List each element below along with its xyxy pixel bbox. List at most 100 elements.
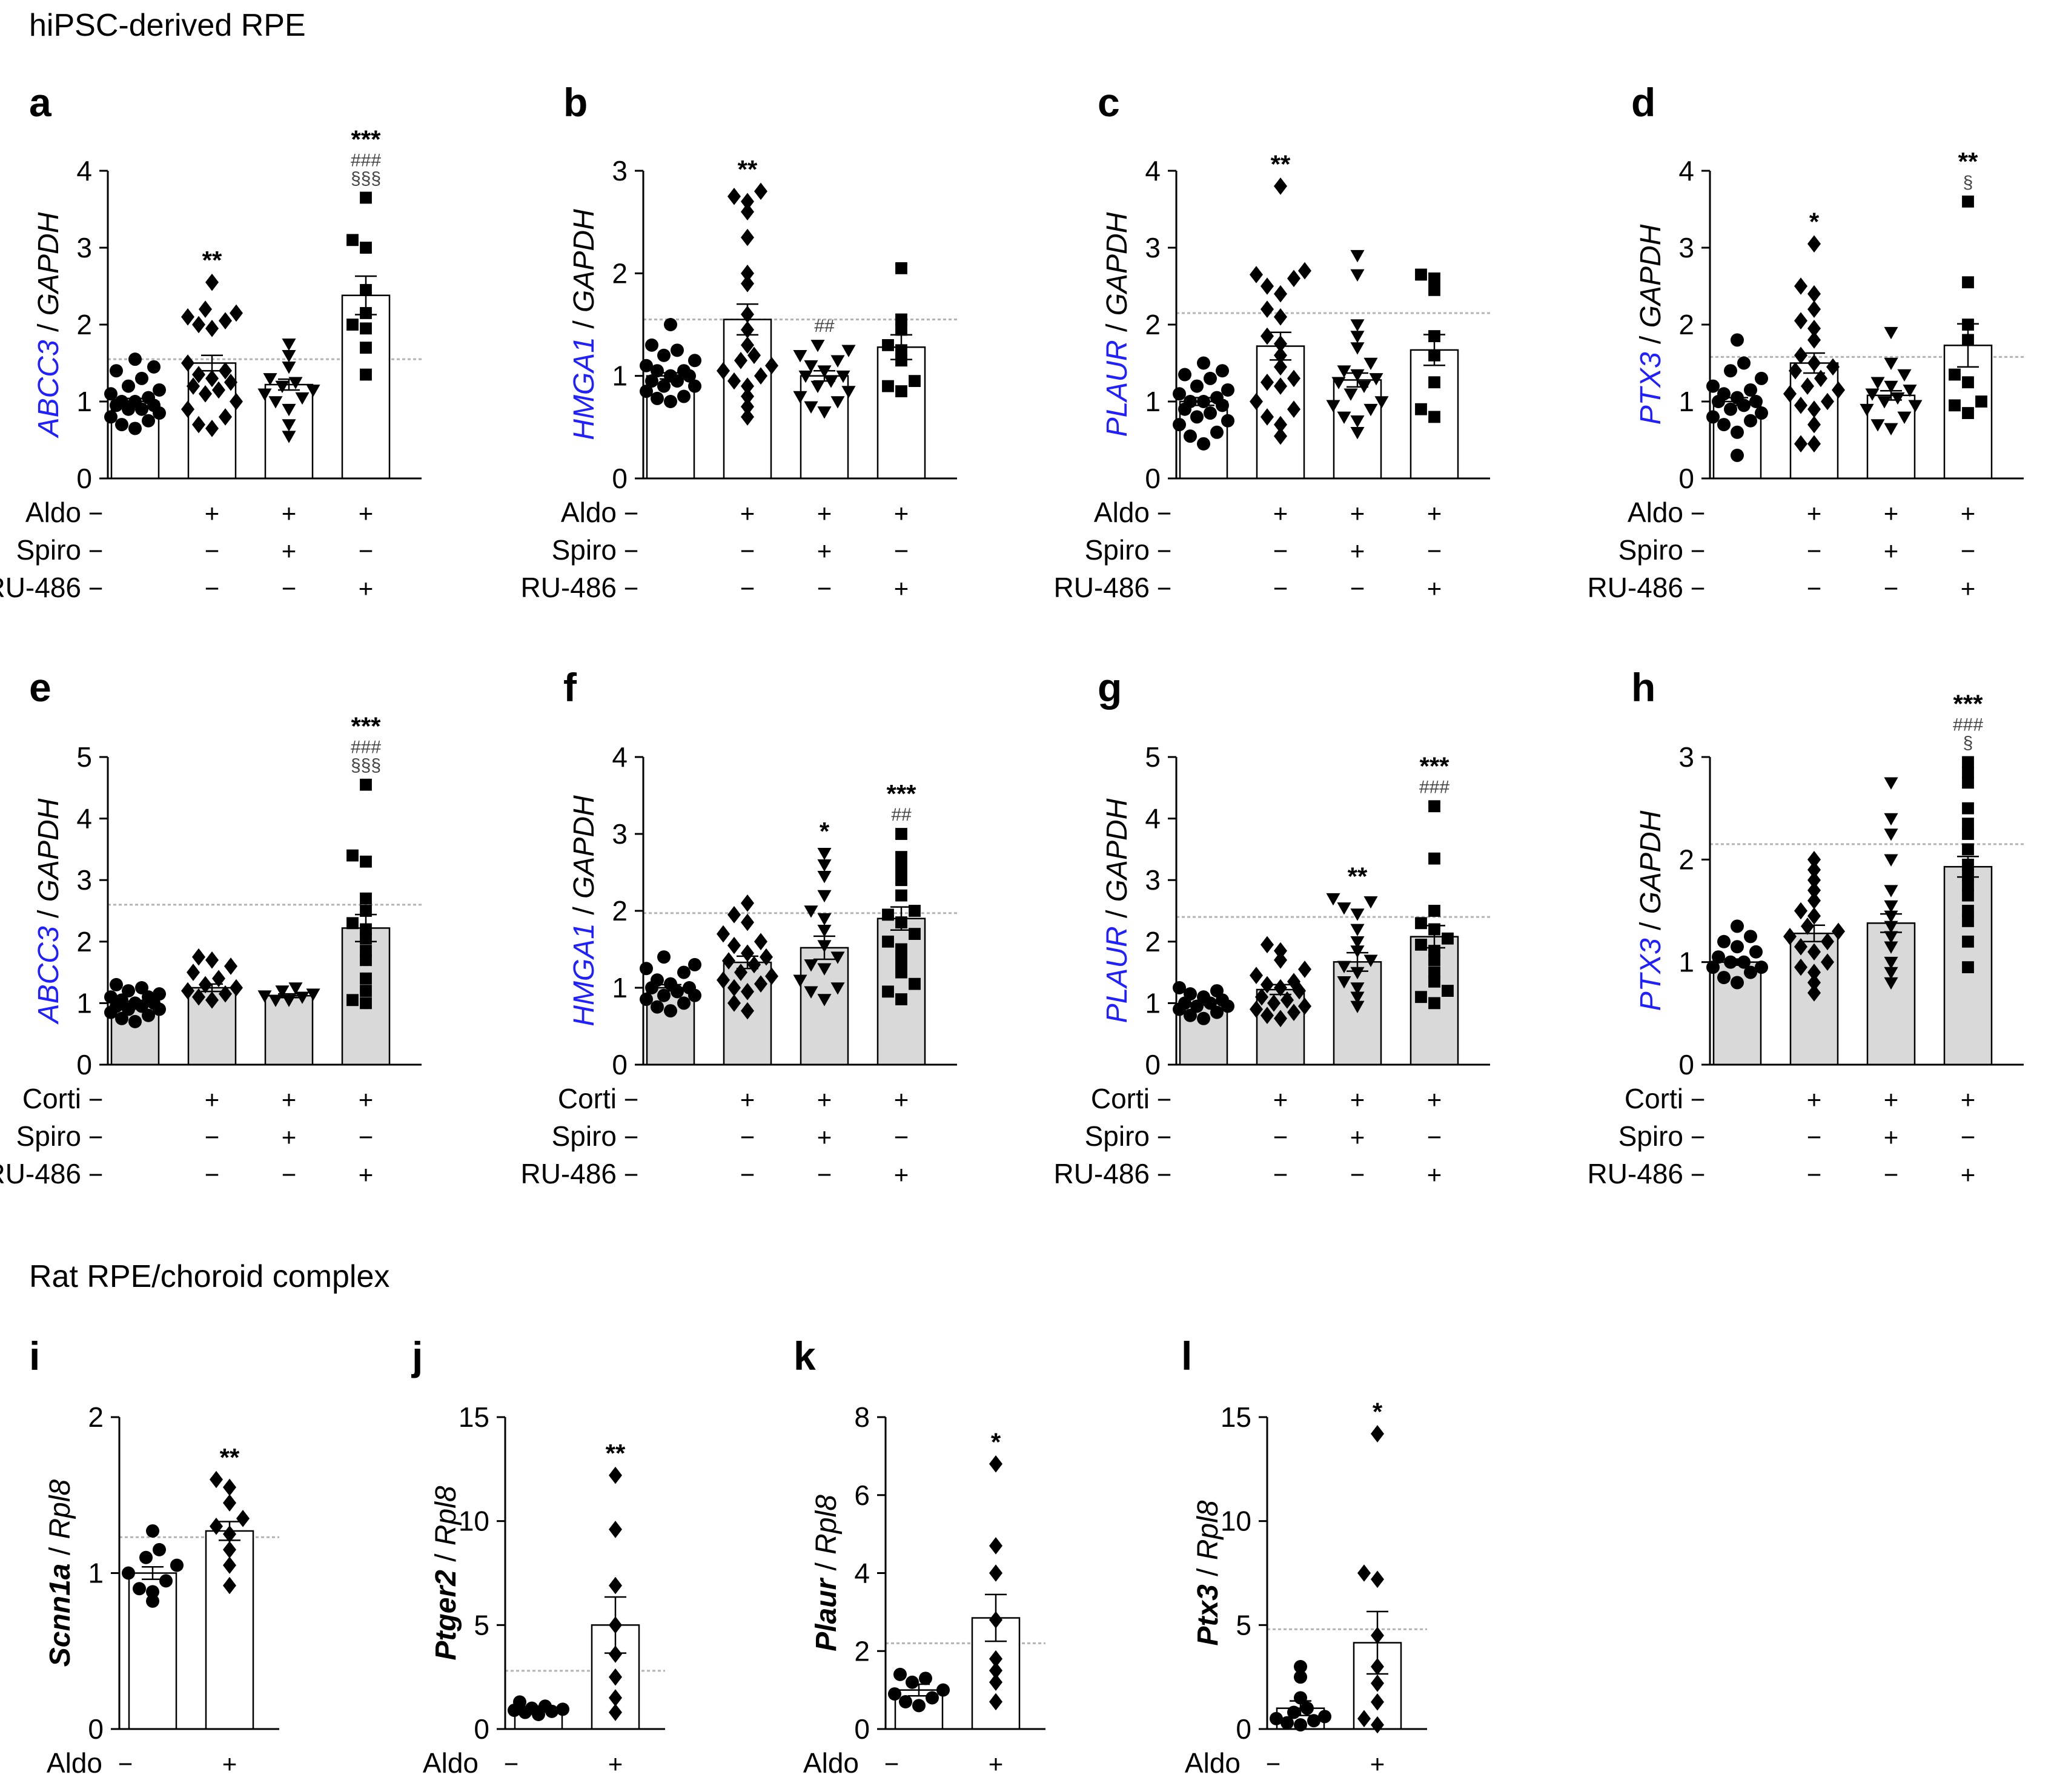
significance-stars: ***	[1953, 689, 1983, 718]
condition-minus: −	[624, 537, 639, 565]
data-point	[888, 1687, 901, 1701]
significance-stars: **	[1271, 150, 1291, 178]
y-axis-label: PTX3 / GAPDH	[1635, 224, 1667, 425]
data-point	[219, 408, 232, 426]
data-point	[346, 319, 359, 331]
data-point	[741, 944, 754, 962]
condition-plus: +	[1961, 499, 1976, 527]
data-point	[1197, 437, 1210, 451]
data-point	[1789, 362, 1802, 380]
significance-stars: **	[606, 1439, 626, 1467]
data-point	[1821, 933, 1834, 951]
condition-minus: −	[1807, 537, 1822, 565]
y-tick-label: 1	[88, 1558, 104, 1589]
data-point	[1832, 381, 1845, 399]
data-point	[187, 377, 200, 395]
condition-minus: −	[1691, 574, 1706, 603]
condition-plus: +	[1273, 499, 1288, 527]
section-title-rat: Rat RPE/choroid complex	[29, 1259, 390, 1294]
data-point	[754, 975, 767, 993]
data-point	[205, 369, 219, 388]
condition-label: RU-486	[520, 572, 617, 603]
panel-letter: k	[793, 1334, 816, 1378]
data-point	[346, 234, 359, 246]
data-point	[306, 385, 320, 397]
data-point	[830, 951, 845, 964]
condition-minus: −	[205, 1123, 220, 1151]
condition-minus: −	[1884, 1160, 1899, 1189]
condition-plus: +	[1370, 1750, 1385, 1778]
condition-minus: −	[1691, 499, 1706, 527]
y-tick-label: 5	[474, 1609, 489, 1641]
data-point	[1731, 919, 1744, 933]
data-point	[1755, 406, 1768, 420]
data-point	[1962, 828, 1974, 840]
data-point	[230, 979, 243, 997]
condition-minus: −	[1961, 537, 1976, 565]
condition-plus: +	[1350, 537, 1365, 565]
condition-plus: +	[1807, 1085, 1822, 1114]
data-point	[1287, 1003, 1300, 1021]
condition-plus: +	[817, 499, 832, 527]
significance-stars: ***	[351, 712, 381, 741]
data-point	[513, 1695, 526, 1709]
condition-plus: +	[740, 1085, 755, 1114]
data-point	[263, 373, 277, 386]
data-point	[609, 1466, 622, 1484]
data-point	[793, 350, 807, 363]
condition-plus: +	[222, 1750, 237, 1778]
data-point	[346, 849, 359, 862]
data-point	[142, 414, 155, 428]
condition-minus: −	[282, 574, 297, 603]
data-point	[1807, 861, 1821, 879]
data-point	[1807, 964, 1821, 981]
data-point	[882, 908, 894, 921]
data-point	[817, 963, 832, 976]
condition-minus: −	[1884, 574, 1899, 603]
gene-name: PLAUR	[1101, 340, 1133, 437]
condition-label: Spiro	[552, 1120, 617, 1152]
data-point	[360, 892, 372, 905]
data-point	[741, 388, 754, 405]
reference-gene: Rpl8	[810, 1495, 843, 1555]
y-tick-label: 0	[612, 463, 628, 494]
condition-plus: +	[1884, 537, 1899, 565]
data-point	[989, 1564, 1002, 1582]
y-tick-label: 3	[612, 155, 628, 187]
data-point	[223, 1478, 236, 1496]
condition-minus: −	[1273, 1160, 1288, 1189]
data-point	[1794, 277, 1807, 295]
data-point	[817, 847, 832, 861]
condition-minus: −	[740, 1160, 755, 1189]
data-point	[754, 367, 767, 385]
label-separator: /	[430, 1546, 462, 1570]
data-point	[1350, 415, 1365, 428]
data-point	[830, 396, 845, 409]
data-point	[609, 1576, 622, 1595]
data-point	[181, 982, 194, 1000]
y-tick-label: 5	[1236, 1609, 1251, 1641]
condition-label: Corti	[558, 1083, 617, 1114]
y-axis-label: PLAUR / GAPDH	[1101, 212, 1133, 437]
data-point	[1884, 813, 1898, 826]
data-point	[224, 373, 237, 391]
data-point	[1884, 828, 1898, 841]
data-point	[128, 352, 142, 366]
data-point	[895, 313, 907, 326]
data-point	[664, 1004, 677, 1018]
data-point	[926, 1691, 939, 1705]
condition-minus: −	[740, 574, 755, 603]
y-tick-label: 0	[76, 1049, 92, 1080]
condition-minus: −	[88, 537, 104, 565]
data-point	[895, 262, 907, 274]
data-point	[1962, 843, 1974, 856]
data-point	[727, 994, 741, 1012]
data-point	[1794, 346, 1807, 365]
data-point	[205, 991, 219, 1009]
y-tick-label: 4	[854, 1558, 870, 1589]
data-point	[1794, 397, 1807, 414]
significance-mark: ###	[351, 150, 381, 170]
significance-stars: **	[738, 155, 758, 183]
data-point	[1962, 756, 1974, 769]
y-tick-label: 3	[76, 232, 92, 263]
